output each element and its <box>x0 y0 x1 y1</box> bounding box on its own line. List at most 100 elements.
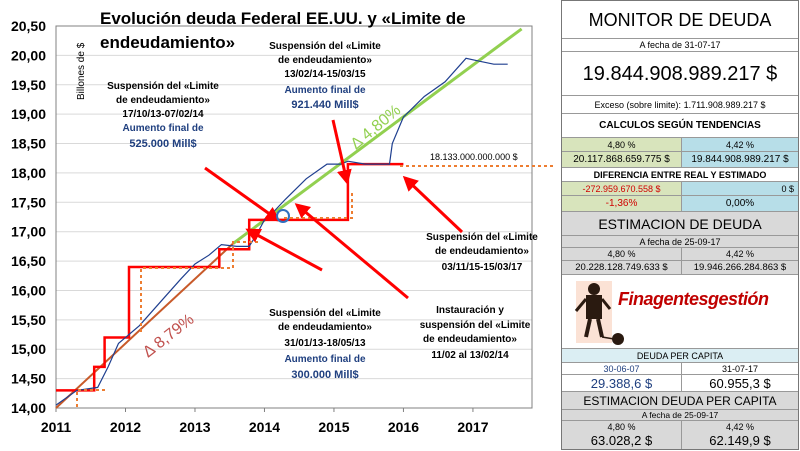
annotation-1-line: Aumento final de <box>122 123 204 134</box>
monitor-date-row: A fecha de 31-07-17 <box>562 39 798 52</box>
annotation-3-line: de endeudamiento» <box>278 322 372 333</box>
capita-est-date: 25-09-17 <box>684 410 719 420</box>
y-tick-label: 16,00 <box>11 282 46 298</box>
diff-pct-row: -1,36% 0,00% <box>562 196 798 212</box>
debt-monitor-panel: MONITOR DE DEUDA A fecha de 31-07-17 19.… <box>561 0 799 450</box>
y-axis-label: Billones de $ <box>76 42 87 100</box>
capita-date-row: 30-06-07 31-07-17 <box>562 363 798 375</box>
excess-label: Exceso (sobre limite): <box>594 100 682 110</box>
x-tick-label: 2015 <box>318 419 349 435</box>
monitor-date-label: A fecha de <box>639 40 682 50</box>
dotted-guide-2 <box>140 241 259 332</box>
y-tick-label: 14,00 <box>11 400 46 416</box>
diff-value-row: -272.959.670.558 $ 0 $ <box>562 182 798 196</box>
annotation-2-line: de endeudamiento» <box>278 55 372 66</box>
y-tick-label: 17,00 <box>11 224 46 240</box>
annotation-4: Instauración y suspensión del «Limite de… <box>420 305 531 361</box>
excess-row: Exceso (sobre limite): 1.711.908.989.217… <box>562 96 798 114</box>
logo-text: Finagentesgestión <box>618 289 769 309</box>
annotation-4-line: Instauración y <box>436 305 504 316</box>
y-tick-label: 19,50 <box>11 77 46 93</box>
estimate-date: 25-09-17 <box>684 237 721 247</box>
capita-est-value-a: 63.028,2 $ <box>562 432 682 449</box>
diff-value-a: -272.959.670.558 $ <box>562 182 682 195</box>
y-tick-labels: 14,00 14,50 15,00 15,50 16,00 16,50 17,00 17,50… <box>11 18 46 416</box>
excess-value: 1.711.908.989.217 $ <box>683 100 766 110</box>
capita-est-value-row: 63.028,2 $ 62.149,9 $ <box>562 432 798 449</box>
monitor-date: 31-07-17 <box>684 40 721 50</box>
arrow-4 <box>294 203 409 300</box>
calc-value-b: 19.844.908.989.217 $ <box>682 152 798 167</box>
arrow-3 <box>245 228 323 272</box>
y-tick-label: 14,50 <box>11 371 46 387</box>
x-tick-label: 2014 <box>249 419 280 435</box>
arrow-2 <box>331 119 352 185</box>
limit-value-label: 18.133.000.000.000 $ <box>430 152 518 162</box>
capita-value-row: 29.388,6 $ 60.955,3 $ <box>562 375 798 392</box>
x-tick-label: 2012 <box>110 419 141 435</box>
y-tick-label: 20,00 <box>11 47 46 63</box>
annotation-1: Suspensión del «Limite de endeudamiento»… <box>107 81 219 150</box>
y-tick-label: 17,50 <box>11 194 46 210</box>
capita-est-date-label: A fecha de <box>641 410 682 420</box>
arrow-1 <box>204 166 281 222</box>
series-line-3 <box>55 242 234 409</box>
estimate-date-row: A fecha de 25-09-17 <box>562 236 798 248</box>
dotted-guide-1 <box>76 389 108 407</box>
y-tick-label: 20,50 <box>11 18 46 34</box>
capita-est-pct-b: 4,42 % <box>682 421 798 432</box>
calc-title: CALCULOS SEGÚN TENDENCIAS <box>562 114 798 138</box>
capita-date-a: 30-06-07 <box>562 363 682 374</box>
logo-figure-icon <box>574 281 624 345</box>
calc-pct-b: 4,42 % <box>682 138 798 151</box>
annotation-1-line: 17/10/13-07/02/14 <box>122 109 204 120</box>
chart-svg: 14,00 14,50 15,00 15,50 16,00 16,50 17,00 17,50… <box>10 9 556 435</box>
debt-chart: 14,00 14,50 15,00 15,50 16,00 16,50 17,00 17,50… <box>10 9 556 435</box>
logo-area: Finagentesgestión <box>562 275 798 349</box>
y-tick-label: 19,00 <box>11 106 46 122</box>
annotation-1-line: Suspensión del «Limite <box>107 81 219 92</box>
annotation-4-line: suspensión del «Limite <box>420 320 531 331</box>
capita-value-a: 29.388,6 $ <box>562 375 682 391</box>
chart-title: Evolución deuda Federal EE.UU. y «Limite… <box>100 9 466 28</box>
annotation-2-line: Suspensión del «Limite <box>269 41 381 52</box>
chart-title-line2: endeudamiento» <box>100 33 235 52</box>
annotation-5: Suspensión del «Limite de endeudamiento»… <box>426 232 538 273</box>
capita-est-pct-a: 4,80 % <box>562 421 682 432</box>
arrow-5 <box>402 175 464 234</box>
annotation-1-line: 525.000 Mill$ <box>129 138 196 150</box>
diff-pct-a: -1,36% <box>562 196 682 211</box>
annotation-4-line: de endeudamiento» <box>423 334 517 345</box>
calc-value-a: 20.117.868.659.775 $ <box>562 152 682 167</box>
estimate-value-a: 20.228.128.749.633 $ <box>562 261 682 274</box>
annotation-5-line: 03/11/15-15/03/17 <box>442 262 523 273</box>
x-tick-label: 2016 <box>388 419 419 435</box>
y-tick-label: 16,50 <box>11 253 46 269</box>
plot-frame <box>55 25 533 409</box>
y-tick-label: 15,00 <box>11 341 46 357</box>
annotation-2-line: Aumento final de <box>284 85 366 96</box>
monitor-title: MONITOR DE DEUDA <box>562 1 798 39</box>
capita-title: DEUDA PER CAPITA <box>562 349 798 363</box>
annotation-2: Suspensión del «Limite de endeudamiento»… <box>269 41 381 111</box>
y-tick-label: 18,50 <box>11 136 46 152</box>
annotation-3: Suspensión del «Limite de endeudamiento»… <box>269 308 381 381</box>
y-tick-label: 18,00 <box>11 165 46 181</box>
x-tick-label: 2011 <box>41 419 72 435</box>
annotation-3-line: 31/01/13-18/05/13 <box>284 338 366 349</box>
estimate-pct-b: 4,42 % <box>682 248 798 260</box>
diff-value-b: 0 $ <box>682 182 798 195</box>
annotation-2-line: 13/02/14-15/03/15 <box>284 69 366 80</box>
dotted-limit-guides <box>76 165 556 407</box>
estimate-pct-a: 4,80 % <box>562 248 682 260</box>
estimate-value-row: 20.228.128.749.633 $ 19.946.266.284.863 … <box>562 261 798 275</box>
capita-est-pct-row: 4,80 % 4,42 % <box>562 421 798 432</box>
capita-value-b: 60.955,3 $ <box>709 375 771 391</box>
capita-est-date-row: A fecha de 25-09-17 <box>562 410 798 421</box>
annotation-2-line: 921.440 Mill$ <box>291 99 358 111</box>
calc-pct-a: 4,80 % <box>562 138 682 151</box>
annotation-4-line: 11/02 al 13/02/14 <box>431 350 509 361</box>
estimate-date-label: A fecha de <box>639 237 682 247</box>
capita-est-value-b: 62.149,9 $ <box>682 432 798 449</box>
annotation-3-line: Suspensión del «Limite <box>269 308 381 319</box>
